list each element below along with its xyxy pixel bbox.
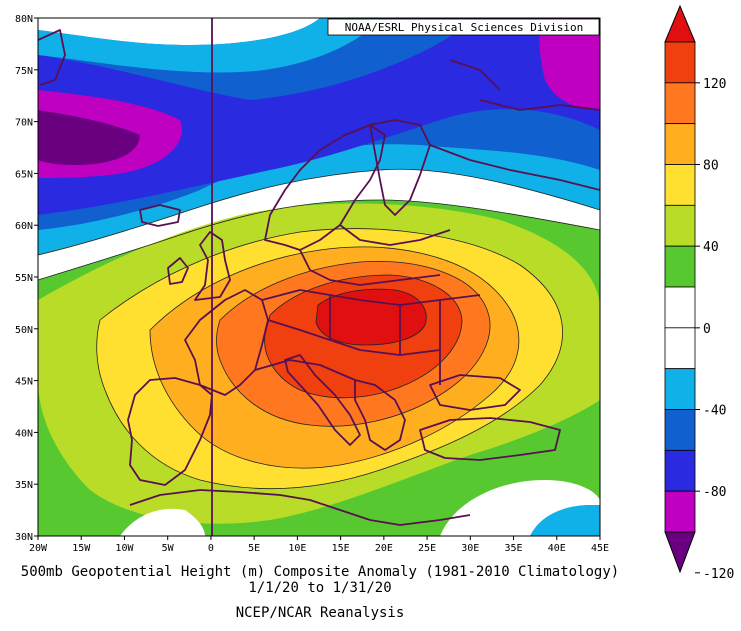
colorbar-segment: [664, 327, 696, 370]
lat-tick-label: 70N: [15, 118, 33, 129]
latitude-axis: 80N 75N 70N 65N 60N 55N 50N 45N 40N 35N 30N: [15, 14, 38, 543]
colorbar-top-arrow: [664, 4, 696, 43]
map-field: [38, 18, 600, 536]
colorbar-segment: [664, 164, 696, 206]
lon-tick-label: 20E: [375, 543, 393, 554]
date-range: 1/1/20 to 1/31/20: [248, 580, 392, 596]
colorbar-segment: [664, 490, 696, 533]
lon-tick-label: 45E: [591, 543, 609, 554]
colorbar-label: -120: [703, 567, 734, 582]
colorbar: 120 80 40 0 -40 -80 -120: [664, 4, 734, 582]
lat-tick-label: 60N: [15, 221, 33, 232]
colorbar-label: 120: [703, 77, 726, 92]
lat-tick-label: 80N: [15, 14, 33, 25]
lon-tick-label: 15E: [332, 543, 350, 554]
lat-tick-label: 50N: [15, 325, 33, 336]
data-source: NCEP/NCAR Reanalysis: [235, 605, 405, 621]
colorbar-bottom-arrow: [664, 531, 696, 574]
colorbar-segment: [664, 41, 696, 84]
colorbar-segment: [664, 286, 696, 329]
lon-tick-label: 5W: [162, 543, 175, 554]
lon-tick-label: 5E: [248, 543, 260, 554]
colorbar-label: 0: [703, 322, 711, 337]
lat-tick-label: 65N: [15, 169, 33, 180]
lat-tick-label: 45N: [15, 377, 33, 388]
longitude-axis: 20W 15W 10W 5W 0 5E 10E 15E 20E 25E 30E 35E 40E 45E: [29, 536, 609, 554]
colorbar-segment: [664, 123, 696, 165]
lon-tick-label: 10E: [288, 543, 306, 554]
colorbar-segment: [664, 82, 696, 125]
colorbar-label: -80: [703, 485, 726, 500]
lon-tick-label: 25E: [418, 543, 436, 554]
lat-tick-label: 75N: [15, 66, 33, 77]
coastlines: [38, 29, 600, 526]
colorbar-segment: [664, 204, 696, 247]
colorbar-label: 40: [703, 240, 719, 255]
source-label: NOAA/ESRL Physical Sciences Division: [345, 21, 583, 34]
lat-tick-label: 55N: [15, 273, 33, 284]
lat-tick-label: 30N: [15, 532, 33, 543]
lon-tick-label: 10W: [115, 543, 134, 554]
colorbar-label: 80: [703, 159, 719, 174]
colorbar-segment: [664, 409, 696, 451]
lat-tick-label: 40N: [15, 428, 33, 439]
colorbar-segment: [664, 245, 696, 288]
lon-tick-label: 30E: [461, 543, 479, 554]
colorbar-segment: [664, 368, 696, 410]
lon-tick-label: 40E: [548, 543, 566, 554]
source-label-box: [327, 18, 600, 36]
lat-tick-label: 35N: [15, 480, 33, 491]
lon-tick-label: 35E: [505, 543, 523, 554]
lon-tick-label: 0: [208, 543, 214, 554]
lon-tick-label: 20W: [29, 543, 48, 554]
colorbar-label: -40: [703, 404, 726, 419]
contour-lines: [38, 168, 600, 490]
lon-tick-label: 15W: [72, 543, 91, 554]
map-title: 500mb Geopotential Height (m) Composite …: [20, 564, 620, 580]
colorbar-segment: [664, 449, 696, 492]
